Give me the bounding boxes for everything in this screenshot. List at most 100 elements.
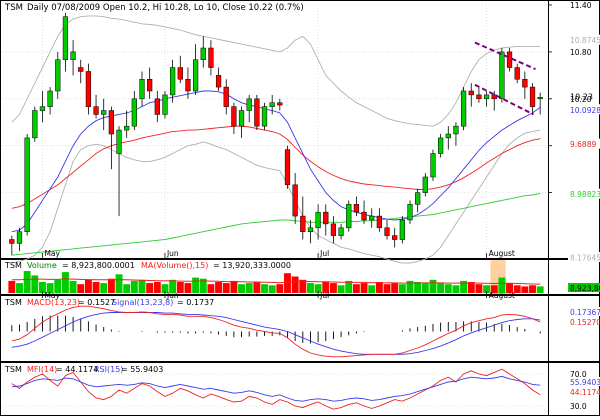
- volume-bar-up: [23, 271, 31, 293]
- candle-up: [369, 215, 375, 221]
- volume-bar-down: [215, 282, 223, 293]
- volume-bar-up: [268, 285, 276, 293]
- volume-bar-down: [176, 282, 184, 293]
- volume-value-badge: [568, 283, 600, 292]
- volume-panel-value: = 8,923,800.0001: [62, 261, 135, 270]
- candle-up: [261, 106, 268, 127]
- candle-down: [284, 149, 291, 186]
- price-panel-symbol: TSM: [4, 3, 23, 13]
- month-label: August: [489, 249, 515, 258]
- indicator-value-label: 8.17645: [570, 254, 600, 263]
- candle-up: [47, 90, 53, 107]
- candle-up: [430, 153, 436, 178]
- oscillator-axis-label: 70.0: [570, 370, 587, 379]
- volume-value-label: 8,923,800: [570, 284, 600, 293]
- candle-up: [415, 192, 421, 205]
- volume-bar-up: [460, 280, 468, 293]
- indicator-value-label: 10.0928: [570, 106, 600, 115]
- volume-bar-down: [513, 285, 521, 293]
- price-axis-label: 10.80: [570, 48, 592, 57]
- candle-down: [108, 110, 114, 135]
- volume-bar-down: [230, 280, 238, 293]
- price-panel-title: Daily 07/08/2009 Open 10.2, Hi 10.28, Lo…: [27, 3, 304, 13]
- indicator-value-label: 10.8745: [570, 36, 600, 45]
- candle-up: [422, 176, 428, 193]
- candle-up: [246, 98, 252, 111]
- candle-down: [208, 47, 214, 68]
- volume-bar-up: [16, 283, 23, 293]
- volume-bar-down: [8, 280, 16, 293]
- volume-bar-up: [199, 278, 207, 293]
- candle-up: [32, 110, 38, 139]
- volume-bar-up: [130, 280, 138, 293]
- indicator-value-label: 8.98823: [570, 190, 600, 199]
- axis-label-bg: [568, 104, 600, 115]
- candle-down: [476, 94, 482, 100]
- month-label: Jun: [166, 249, 179, 258]
- volume-bar-down: [467, 282, 475, 293]
- candle-up: [438, 137, 444, 154]
- volume-bar-down: [352, 284, 360, 293]
- volume-bar-down: [291, 276, 299, 293]
- volume-bar-down: [299, 279, 307, 293]
- volume-bar-up: [169, 279, 177, 293]
- volume-bar-down: [391, 283, 399, 293]
- volume-bar-up: [69, 280, 77, 293]
- macd-signal-line: [11, 312, 541, 355]
- candle-up: [162, 94, 168, 115]
- candle-up: [200, 47, 206, 60]
- candle-up: [101, 110, 107, 115]
- candle-down: [292, 184, 298, 217]
- volume-bar-down: [360, 283, 368, 293]
- candle-up: [16, 231, 23, 244]
- volume-bar-up: [46, 283, 54, 293]
- volume-bar-down: [329, 283, 337, 293]
- mfi-value-label: 44.1174: [570, 388, 600, 397]
- volume-bar-up: [414, 282, 422, 293]
- price-axis-label: 11.40: [570, 1, 592, 10]
- volume-bar-down: [383, 284, 391, 293]
- mfi-value: = 44.1174: [56, 365, 98, 374]
- candle-down: [491, 94, 497, 100]
- volume-bar-up: [245, 283, 253, 293]
- rsi-line: [11, 375, 541, 402]
- candle-up: [269, 102, 275, 107]
- candle-up: [453, 125, 459, 135]
- volume-month-label: Jul: [319, 291, 329, 300]
- oscillator-axis-label: 30.0: [570, 402, 587, 411]
- candle-down: [154, 98, 160, 115]
- volume-bar-up: [421, 283, 429, 293]
- candle-down: [9, 239, 15, 244]
- candle-down: [231, 106, 237, 127]
- candle-down: [529, 86, 536, 107]
- volume-bar-up: [138, 279, 146, 293]
- volume-bar-down: [92, 282, 100, 293]
- candle-down: [514, 67, 520, 80]
- macd-value-label: 0.152704: [570, 318, 600, 327]
- volume-ma-value: = 13,920,333.0000: [213, 261, 291, 270]
- candle-up: [460, 90, 467, 127]
- volume-bar-up: [61, 272, 69, 293]
- volume-bar-down: [276, 284, 284, 293]
- macd-line: [11, 305, 541, 358]
- candle-up: [338, 227, 344, 236]
- candle-down: [353, 204, 360, 213]
- candle-up: [131, 98, 137, 127]
- candle-up: [238, 110, 245, 127]
- last-price-label: 10.23: [570, 92, 593, 101]
- lower-band-line: [11, 129, 541, 264]
- candle-up: [346, 204, 352, 229]
- volume-bar-up: [123, 284, 131, 293]
- rsi-label: RSI(15): [94, 365, 123, 374]
- volume-bar-up: [39, 282, 46, 293]
- volume-bar-down: [107, 278, 115, 293]
- volume-bar-down: [184, 283, 192, 293]
- macd-panel-value: = 0.1527: [78, 298, 115, 307]
- candle-up: [70, 51, 76, 60]
- candle-down: [330, 223, 337, 236]
- rsi-value-label: 55.9403: [570, 378, 600, 387]
- axis-label-bg: [568, 188, 600, 199]
- candle-down: [185, 79, 191, 92]
- candle-up: [192, 59, 199, 92]
- upper-band-line: [11, 15, 541, 127]
